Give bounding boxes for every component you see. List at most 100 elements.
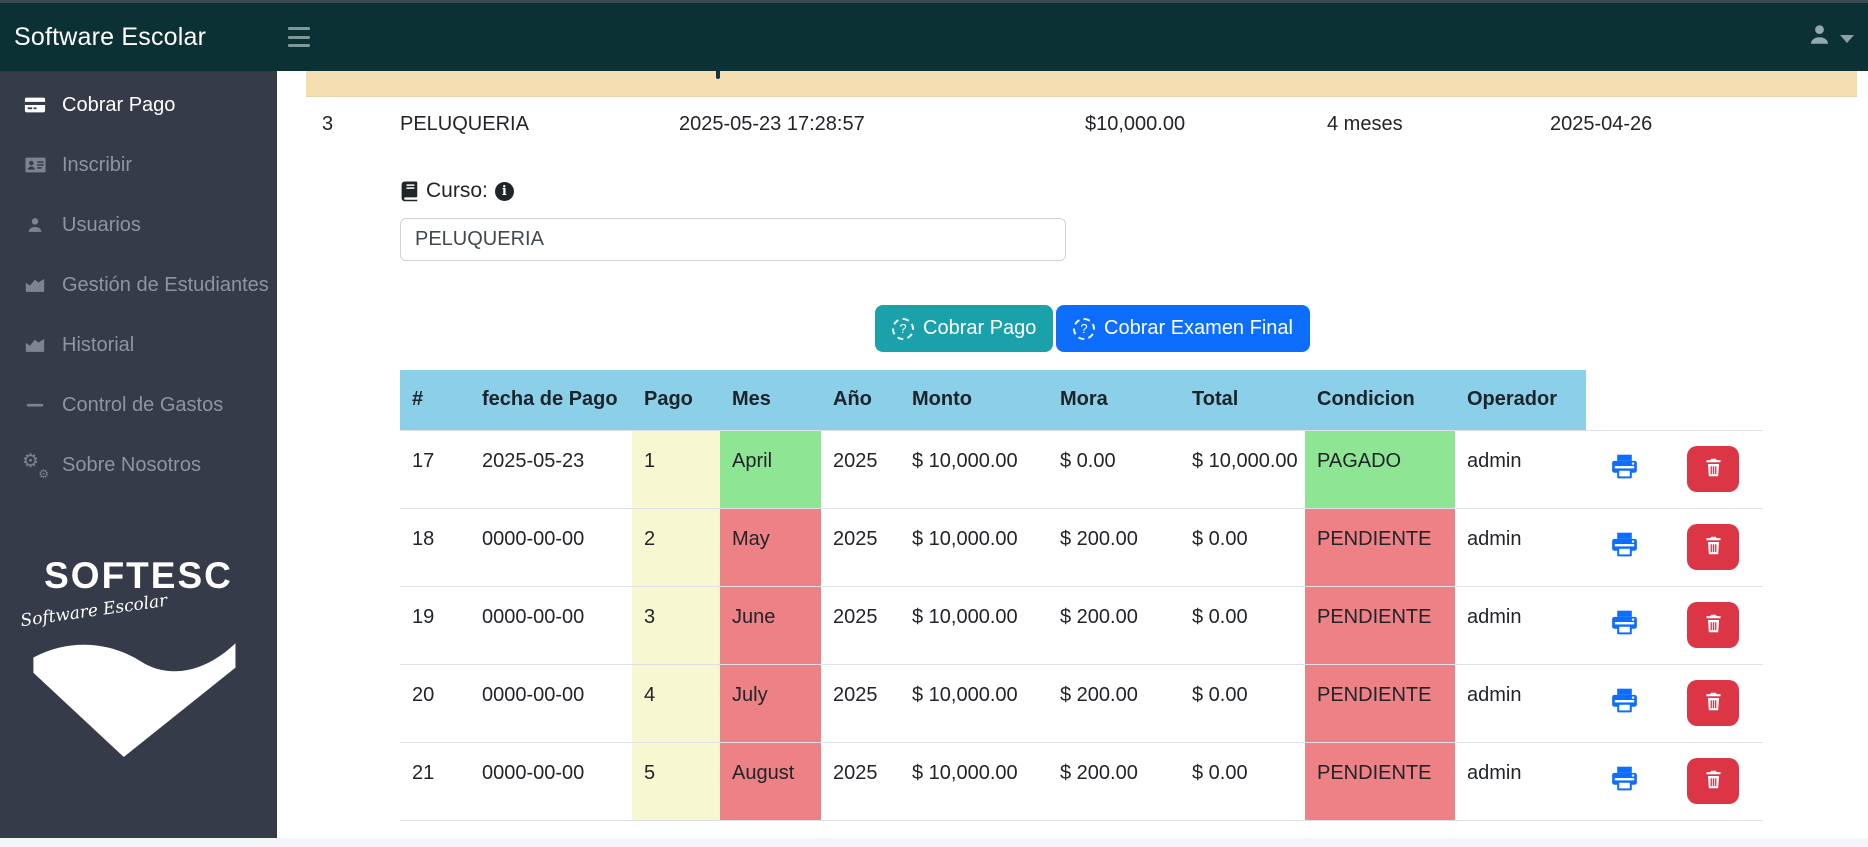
print-button[interactable] <box>1611 531 1638 558</box>
cell-num: 18 <box>400 508 470 586</box>
cell-operador: admin <box>1455 664 1586 742</box>
payment-row: 21 0000-00-00 5 August 2025 $ 10,000.00 … <box>400 742 1763 820</box>
cell-fecha: 0000-00-00 <box>470 586 632 664</box>
cell-mora: $ 200.00 <box>1048 664 1180 742</box>
col-fecha: fecha de Pago <box>470 370 632 430</box>
curso-input[interactable] <box>400 218 1066 261</box>
app-brand[interactable]: Software Escolar <box>0 23 277 52</box>
book-icon <box>400 180 419 202</box>
col-mora: Mora <box>1048 370 1180 430</box>
col-operador: Operador <box>1455 370 1586 430</box>
page-bottom-gutter <box>0 838 1868 847</box>
sidebar-item-usuarios[interactable]: Usuarios <box>0 195 277 255</box>
trash-icon <box>1703 457 1724 481</box>
cell-delete <box>1663 586 1763 664</box>
cell-monto: $ 10,000.00 <box>900 742 1048 820</box>
summary-header-band <box>306 71 1857 97</box>
cell-print <box>1586 664 1663 742</box>
cell-mes: May <box>720 508 821 586</box>
delete-button[interactable] <box>1687 602 1739 648</box>
cell-total: $ 0.00 <box>1180 664 1305 742</box>
cell-total: $ 0.00 <box>1180 742 1305 820</box>
col-mes: Mes <box>720 370 821 430</box>
delete-button[interactable] <box>1687 758 1739 804</box>
sidebar-item-cobrar-pago[interactable]: Cobrar Pago <box>0 75 277 135</box>
caret-down-icon <box>1840 35 1854 43</box>
print-button[interactable] <box>1611 453 1638 480</box>
cell-delete <box>1663 430 1763 508</box>
trash-icon <box>1703 535 1724 559</box>
cell-monto: $ 10,000.00 <box>900 586 1048 664</box>
credit-card-icon <box>22 93 48 117</box>
cell-condicion: PENDIENTE <box>1305 586 1455 664</box>
clipped-text-descender <box>716 71 720 79</box>
cell-condicion: PENDIENTE <box>1305 664 1455 742</box>
cell-num: 21 <box>400 742 470 820</box>
app-window: Software Escolar Cobrar Pago Inscribir U… <box>0 0 1868 847</box>
cell-fecha: 2025-05-23 <box>470 430 632 508</box>
payments-table: # fecha de Pago Pago Mes Año Monto Mora … <box>400 370 1763 821</box>
cell-condicion: PENDIENTE <box>1305 742 1455 820</box>
summary-id: 3 <box>322 113 333 139</box>
sidebar-item-inscribir[interactable]: Inscribir <box>0 135 277 195</box>
question-circle-icon: ? <box>1073 318 1095 340</box>
col-print-action <box>1586 370 1663 430</box>
sidebar-item-control-de-gastos[interactable]: Control de Gastos <box>0 375 277 435</box>
info-icon[interactable]: i <box>495 182 514 201</box>
cell-operador: admin <box>1455 586 1586 664</box>
sidebar: Cobrar Pago Inscribir Usuarios Gestión d… <box>0 71 277 838</box>
cell-delete <box>1663 664 1763 742</box>
print-button[interactable] <box>1611 609 1638 636</box>
cell-delete <box>1663 508 1763 586</box>
user-menu[interactable] <box>1806 3 1854 71</box>
cell-pago: 4 <box>632 664 720 742</box>
question-circle-icon: ? <box>892 318 914 340</box>
cell-mes: July <box>720 664 821 742</box>
summary-fecha: 2025-04-26 <box>1550 113 1652 139</box>
chart-icon <box>22 333 48 357</box>
cell-ano: 2025 <box>821 664 900 742</box>
cell-ano: 2025 <box>821 586 900 664</box>
printer-icon <box>1611 468 1638 483</box>
delete-button[interactable] <box>1687 446 1739 492</box>
print-button[interactable] <box>1611 765 1638 792</box>
cell-mora: $ 200.00 <box>1048 508 1180 586</box>
sidebar-item-historial[interactable]: Historial <box>0 315 277 375</box>
delete-button[interactable] <box>1687 524 1739 570</box>
col-ano: Año <box>821 370 900 430</box>
cell-pago: 5 <box>632 742 720 820</box>
summary-fecha-pago: 2025-05-23 17:28:57 <box>679 113 865 139</box>
printer-icon <box>1611 702 1638 717</box>
cell-print <box>1586 508 1663 586</box>
sidebar-item-sobre-nosotros[interactable]: ⚙⚙ Sobre Nosotros <box>0 435 277 495</box>
user-icon <box>22 213 48 237</box>
cell-ano: 2025 <box>821 508 900 586</box>
user-icon <box>1806 21 1833 53</box>
sidebar-logo: SOFTESC Software Escolar <box>0 555 277 759</box>
cell-operador: admin <box>1455 508 1586 586</box>
payment-row: 20 0000-00-00 4 July 2025 $ 10,000.00 $ … <box>400 664 1763 742</box>
cobrar-examen-final-button[interactable]: ? Cobrar Examen Final <box>1056 305 1310 352</box>
hamburger-icon[interactable] <box>288 27 312 47</box>
cell-fecha: 0000-00-00 <box>470 742 632 820</box>
cell-condicion: PAGADO <box>1305 430 1455 508</box>
cobrar-pago-button[interactable]: ? Cobrar Pago <box>875 305 1053 352</box>
print-button[interactable] <box>1611 687 1638 714</box>
payment-row: 18 0000-00-00 2 May 2025 $ 10,000.00 $ 2… <box>400 508 1763 586</box>
cell-pago: 1 <box>632 430 720 508</box>
gears-icon: ⚙⚙ <box>22 453 48 477</box>
col-total: Total <box>1180 370 1305 430</box>
sidebar-item-gesti-n-de-estudiantes[interactable]: Gestión de Estudiantes <box>0 255 277 315</box>
cell-mes: June <box>720 586 821 664</box>
trash-icon <box>1703 613 1724 637</box>
cell-print <box>1586 430 1663 508</box>
chart-icon <box>22 273 48 297</box>
cell-monto: $ 10,000.00 <box>900 508 1048 586</box>
cell-mora: $ 0.00 <box>1048 430 1180 508</box>
cell-mora: $ 200.00 <box>1048 742 1180 820</box>
delete-button[interactable] <box>1687 680 1739 726</box>
cell-num: 17 <box>400 430 470 508</box>
printer-icon <box>1611 624 1638 639</box>
cell-mora: $ 200.00 <box>1048 586 1180 664</box>
sidebar-menu: Cobrar Pago Inscribir Usuarios Gestión d… <box>0 71 277 495</box>
